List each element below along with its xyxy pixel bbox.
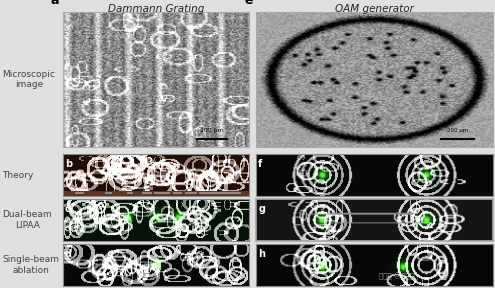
Text: Microscopic
image: Microscopic image [2,69,55,89]
Text: e: e [245,0,253,7]
Text: a: a [50,0,59,7]
Text: Dammann Grating: Dammann Grating [108,4,204,14]
Text: h: h [258,249,265,259]
Text: b: b [65,159,72,169]
Text: 澎湃号 @中国光学: 澎湃号 @中国光学 [379,272,418,280]
Text: Dual-beam
LIPAA: Dual-beam LIPAA [2,210,52,230]
Text: c: c [65,204,71,214]
Text: d: d [65,249,72,259]
Text: Theory: Theory [2,170,34,180]
Text: Single-beam
ablation: Single-beam ablation [2,255,59,275]
Text: OAM generator: OAM generator [335,4,414,14]
Text: g: g [258,204,265,214]
Text: 200 μm: 200 μm [447,128,468,133]
Text: 100 μm: 100 μm [200,128,224,133]
Text: f: f [258,159,262,169]
